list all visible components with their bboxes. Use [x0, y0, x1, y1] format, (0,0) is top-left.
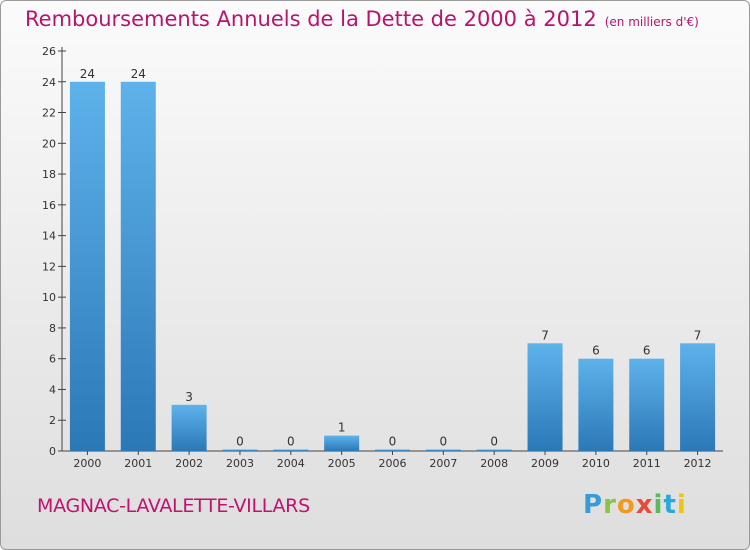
x-tick-label: 2009	[531, 457, 559, 470]
bar	[527, 343, 563, 451]
bar	[324, 435, 360, 451]
bar-value-label: 6	[643, 344, 651, 358]
y-tick-label: 18	[42, 168, 56, 181]
bar	[222, 449, 258, 451]
bar-value-label: 6	[592, 344, 600, 358]
x-tick-label: 2003	[226, 457, 254, 470]
x-tick-label: 2002	[175, 457, 203, 470]
bar	[69, 81, 105, 452]
chart-title: Remboursements Annuels de la Dette de 20…	[25, 7, 699, 31]
bar	[680, 343, 716, 451]
bar	[476, 449, 512, 451]
x-tick-label: 2010	[582, 457, 610, 470]
bar-value-label: 7	[541, 328, 549, 342]
bar	[273, 449, 309, 451]
x-tick-label: 2011	[633, 457, 661, 470]
bar-value-label: 7	[694, 328, 702, 342]
bar	[375, 449, 410, 451]
bar-value-label: 24	[131, 67, 146, 81]
bar	[171, 404, 207, 451]
x-tick-label: 2012	[684, 457, 712, 470]
bar-value-label: 0	[236, 435, 244, 449]
y-tick-label: 12	[42, 260, 56, 273]
y-tick-label: 4	[49, 383, 56, 396]
y-tick-label: 6	[49, 353, 56, 366]
chart-title-text: Remboursements Annuels de la Dette de 20…	[25, 7, 597, 31]
y-tick-label: 2	[49, 414, 56, 427]
proxiti-logo: Proxiti	[583, 490, 687, 520]
bar	[425, 449, 461, 451]
bar-value-label: 1	[338, 421, 346, 435]
bar-value-label: 0	[287, 435, 295, 449]
bar-value-label: 3	[185, 390, 193, 404]
x-tick-label: 2008	[480, 457, 508, 470]
x-tick-label: 2007	[429, 457, 457, 470]
y-tick-label: 16	[42, 199, 56, 212]
bar	[578, 358, 614, 451]
x-tick-label: 2001	[124, 457, 152, 470]
bar	[120, 81, 156, 452]
bar-value-label: 24	[80, 67, 95, 81]
bar-value-label: 0	[490, 435, 498, 449]
chart-subtitle: (en milliers d'€)	[604, 15, 699, 29]
y-tick-label: 22	[42, 107, 56, 120]
y-tick-label: 24	[42, 76, 56, 89]
commune-name: MAGNAC-LAVALETTE-VILLARS	[37, 495, 310, 517]
y-tick-label: 0	[49, 445, 56, 458]
y-tick-label: 14	[42, 230, 56, 243]
y-tick-label: 8	[49, 322, 56, 335]
x-tick-label: 2000	[73, 457, 101, 470]
y-tick-label: 26	[42, 45, 56, 58]
x-tick-label: 2006	[379, 457, 407, 470]
bar-value-label: 0	[440, 435, 448, 449]
y-tick-label: 10	[42, 291, 56, 304]
x-tick-label: 2005	[328, 457, 356, 470]
bar-value-label: 0	[389, 435, 397, 449]
y-tick-label: 20	[42, 137, 56, 150]
x-tick-label: 2004	[277, 457, 305, 470]
bar	[629, 358, 665, 451]
